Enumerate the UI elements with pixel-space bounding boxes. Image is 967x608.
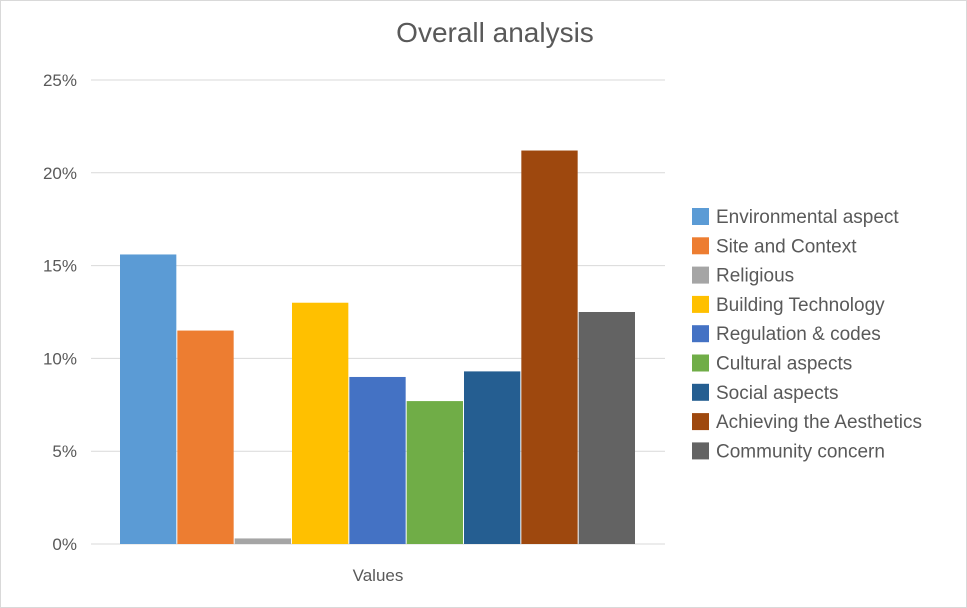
y-tick-label: 10% xyxy=(43,349,77,368)
bar xyxy=(292,302,349,544)
legend-swatch xyxy=(692,266,709,284)
legend-label: Cultural aspects xyxy=(716,354,852,375)
legend-label: Regulation & codes xyxy=(716,324,881,345)
legend-swatch xyxy=(692,237,709,255)
y-tick-label: 25% xyxy=(43,71,77,90)
bar xyxy=(177,330,234,544)
category-label: Values xyxy=(353,566,404,585)
legend-label: Achieving the Aesthetics xyxy=(716,412,922,433)
legend: Environmental aspect Site and Context Reli… xyxy=(692,207,922,462)
x-axis: Values xyxy=(353,566,404,585)
legend-swatch xyxy=(692,413,709,431)
bar xyxy=(464,371,521,544)
legend-swatch xyxy=(692,442,709,460)
bar xyxy=(234,538,291,544)
legend-swatch xyxy=(692,208,709,225)
bar xyxy=(406,401,463,544)
y-tick-label: 0% xyxy=(52,535,77,554)
legend-label: Community concern xyxy=(716,441,885,462)
bar xyxy=(578,312,635,544)
y-tick-label: 15% xyxy=(43,257,77,276)
legend-label: Environmental aspect xyxy=(716,207,899,228)
y-tick-label: 20% xyxy=(43,164,77,183)
legend-label: Religious xyxy=(716,266,794,287)
legend-label: Site and Context xyxy=(716,236,857,257)
bar xyxy=(521,150,578,544)
bar xyxy=(120,254,177,545)
legend-label: Building Technology xyxy=(716,295,885,316)
legend-swatch xyxy=(692,383,709,401)
legend-label: Social aspects xyxy=(716,383,839,404)
legend-swatch xyxy=(692,325,709,343)
bars xyxy=(120,150,635,545)
y-tick-label: 5% xyxy=(52,442,77,461)
legend-swatch xyxy=(692,295,709,313)
legend-swatch xyxy=(692,354,709,372)
bar xyxy=(349,376,406,544)
chart-title: Overall analysis xyxy=(396,17,594,48)
y-axis: 0% 5% 10% 15% 20% 25% xyxy=(43,71,77,554)
